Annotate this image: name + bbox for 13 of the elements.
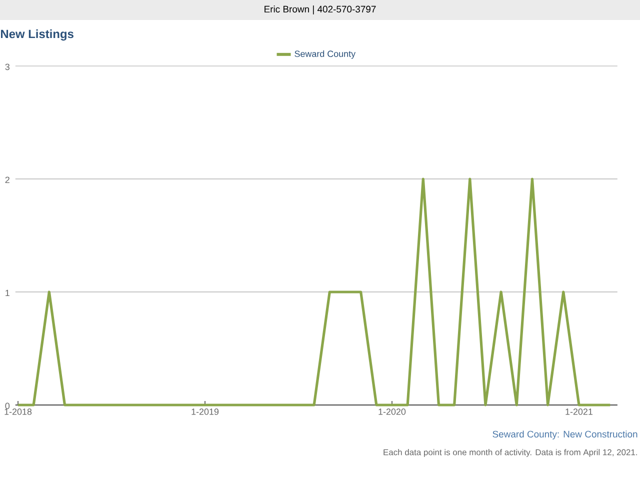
chart-subtitle: Eric Brown | 402-570-3797 <box>264 6 376 14</box>
x-tick-label: 1-2020 <box>378 408 406 415</box>
x-tick-label: 1-2018 <box>4 408 32 415</box>
legend-label: Seward County <box>294 50 356 59</box>
text: Seward County: New Construction <box>492 430 638 440</box>
x-tick-label: 1-2021 <box>566 408 592 415</box>
y-tick-label: 3 <box>5 64 10 70</box>
chart-title: New Listings <box>1 29 74 41</box>
text: Each data point is one month of activity. Data is from April 12, 2021. <box>384 449 637 457</box>
y-tick-label: 2 <box>5 176 10 183</box>
y-tick-label: 0 <box>5 402 10 410</box>
y-tick-label: 1 <box>6 290 10 296</box>
x-tick-label: 1-2019 <box>192 408 219 415</box>
